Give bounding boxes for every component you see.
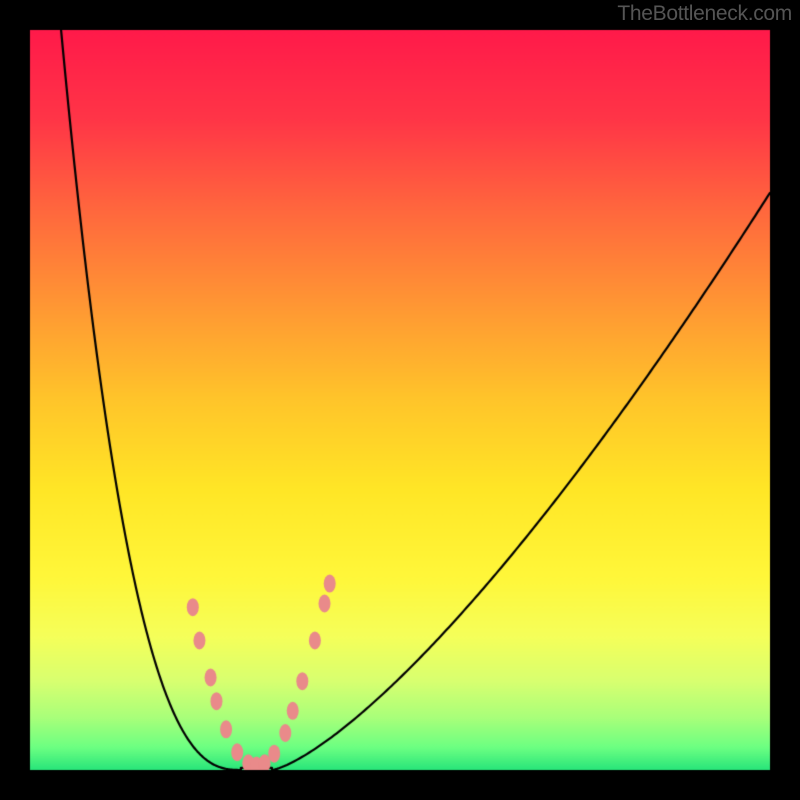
watermark-text: TheBottleneck.com bbox=[617, 2, 792, 26]
chart-container bbox=[0, 0, 800, 800]
bottleneck-chart-canvas bbox=[0, 0, 800, 800]
